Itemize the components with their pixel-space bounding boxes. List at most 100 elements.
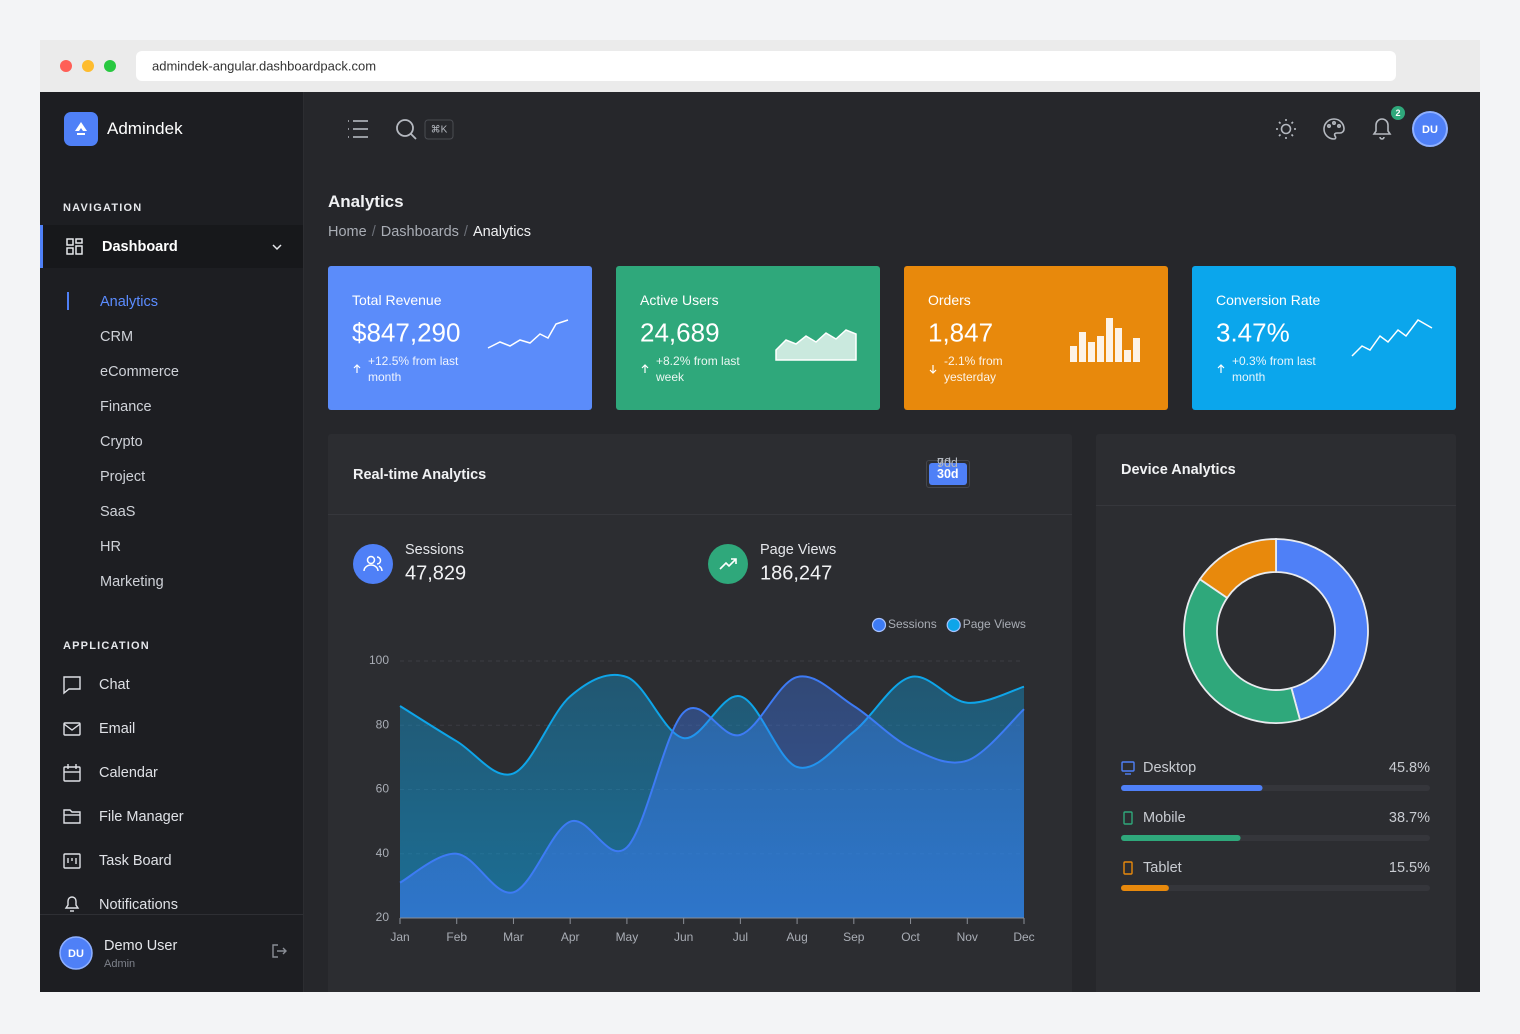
realtime-title: Real-time Analytics — [353, 467, 487, 483]
device-icon — [1121, 761, 1135, 772]
stat-value: 1,847 — [928, 317, 994, 348]
breadcrumb-separator: / — [371, 224, 376, 240]
x-tick-label: Sep — [843, 930, 865, 944]
device-label: Desktop — [1143, 760, 1196, 776]
donut-slice — [1198, 538, 1277, 600]
sidebar-divider — [40, 914, 303, 915]
app-icon-part — [63, 853, 81, 869]
url-text: admindek-angular.dashboardpack.com — [152, 58, 377, 74]
stat-label: Conversion Rate — [1216, 292, 1321, 308]
device-percent: 15.5% — [1389, 860, 1430, 876]
trend-glyph — [719, 558, 737, 570]
progress-bar — [1121, 785, 1263, 791]
users-glyph-part — [378, 565, 383, 572]
theme-icon-part — [1278, 133, 1282, 137]
app-item[interactable]: File Manager — [99, 809, 184, 825]
progress-bar — [1121, 835, 1241, 841]
x-tick-label: Jun — [674, 930, 693, 944]
x-tick-label: Oct — [901, 930, 920, 944]
range-button[interactable]: 90d — [937, 456, 958, 470]
range-button[interactable]: 7d — [937, 456, 951, 470]
avatar[interactable] — [1412, 111, 1448, 147]
metric-label: Page Views — [760, 542, 837, 558]
user-role: Admin — [104, 958, 136, 970]
logout-icon[interactable] — [272, 944, 287, 958]
stat-change: -2.1% from yesterday — [944, 354, 1003, 384]
close-dot[interactable] — [60, 60, 72, 72]
stat-card[interactable] — [1192, 266, 1456, 410]
x-tick-label: Mar — [503, 930, 524, 944]
app-item[interactable]: Chat — [99, 677, 130, 693]
submenu-item[interactable]: Project — [100, 469, 146, 485]
maximize-dot[interactable] — [104, 60, 116, 72]
x-tick-label: Jul — [733, 930, 748, 944]
metric-label: Sessions — [405, 542, 464, 558]
range-button[interactable]: 30d — [929, 463, 967, 485]
submenu-item[interactable]: Analytics — [100, 294, 159, 310]
palette-icon[interactable] — [1323, 118, 1345, 140]
stat-label: Orders — [928, 292, 971, 308]
submenu-item[interactable]: SaaS — [100, 504, 136, 520]
logo-part — [77, 133, 85, 135]
theme-icon[interactable] — [1276, 119, 1296, 139]
bell-icon[interactable] — [1372, 118, 1392, 140]
app-icon — [63, 809, 81, 824]
submenu-item[interactable]: Finance — [100, 399, 152, 415]
dashboard-icon-part — [75, 238, 83, 244]
stat-card[interactable] — [904, 266, 1168, 410]
chevron[interactable] — [272, 244, 282, 251]
y-tick-label: 40 — [376, 846, 390, 860]
users-glyph — [363, 555, 383, 572]
spark-bar — [1088, 342, 1095, 362]
app-item[interactable]: Notifications — [99, 897, 178, 913]
breadcrumb-link[interactable]: Dashboards — [380, 224, 459, 240]
submenu-item[interactable]: CRM — [100, 329, 134, 345]
dashboard-row[interactable] — [40, 225, 303, 268]
app-item[interactable]: Email — [99, 721, 136, 737]
stat-value: 24,689 — [640, 317, 720, 348]
dashboard-icon — [66, 238, 83, 255]
app-item[interactable]: Calendar — [99, 765, 158, 781]
search-icon[interactable] — [396, 119, 417, 140]
url-bar[interactable] — [136, 51, 1396, 81]
search-icon-part — [396, 119, 414, 137]
app-icon — [63, 676, 81, 695]
avatar-initials: DU — [1422, 124, 1438, 136]
submenu-item[interactable]: Marketing — [100, 574, 164, 590]
sparkline — [775, 329, 857, 361]
minimize-dot[interactable] — [82, 60, 94, 72]
logo[interactable] — [64, 112, 98, 146]
menu-icon[interactable] — [348, 120, 368, 138]
x-tick-label: Jan — [390, 930, 409, 944]
breadcrumb: Home / Dashboards / Analytics — [328, 224, 536, 240]
user-avatar[interactable] — [59, 936, 93, 970]
y-tick-label: 20 — [376, 910, 390, 924]
submenu-item[interactable]: Crypto — [100, 434, 143, 450]
shortcut-text: ⌘K — [431, 125, 448, 136]
spark-bar — [1070, 346, 1077, 362]
user-name: Demo User — [104, 938, 178, 954]
app-item[interactable]: Task Board — [99, 853, 172, 869]
y-tick-label: 100 — [369, 653, 389, 667]
trend-glyph-part — [719, 558, 737, 570]
legend-label: Page Views — [963, 617, 1026, 631]
device-label: Mobile — [1143, 810, 1186, 826]
device-label: Tablet — [1143, 860, 1182, 876]
progress-bar — [1121, 885, 1169, 891]
breadcrumb-link[interactable]: Home — [328, 224, 367, 240]
series-area — [400, 676, 1024, 918]
app-icon-part — [63, 676, 81, 695]
brand[interactable]: Admindek — [107, 119, 183, 138]
series-line — [399, 675, 1025, 894]
submenu-item[interactable]: HR — [100, 539, 121, 555]
card-divider — [1096, 505, 1456, 506]
dashboard-label[interactable]: Dashboard — [102, 239, 178, 255]
stat-label: Total Revenue — [352, 292, 442, 308]
range-selector: 7d 30d 90d — [926, 456, 970, 488]
submenu-item[interactable]: eCommerce — [100, 364, 179, 380]
stat-change: +12.5% from last month — [368, 354, 459, 384]
notification-count: 2 — [1395, 108, 1400, 118]
logo-part — [64, 112, 98, 146]
app-icon-part — [63, 722, 81, 736]
